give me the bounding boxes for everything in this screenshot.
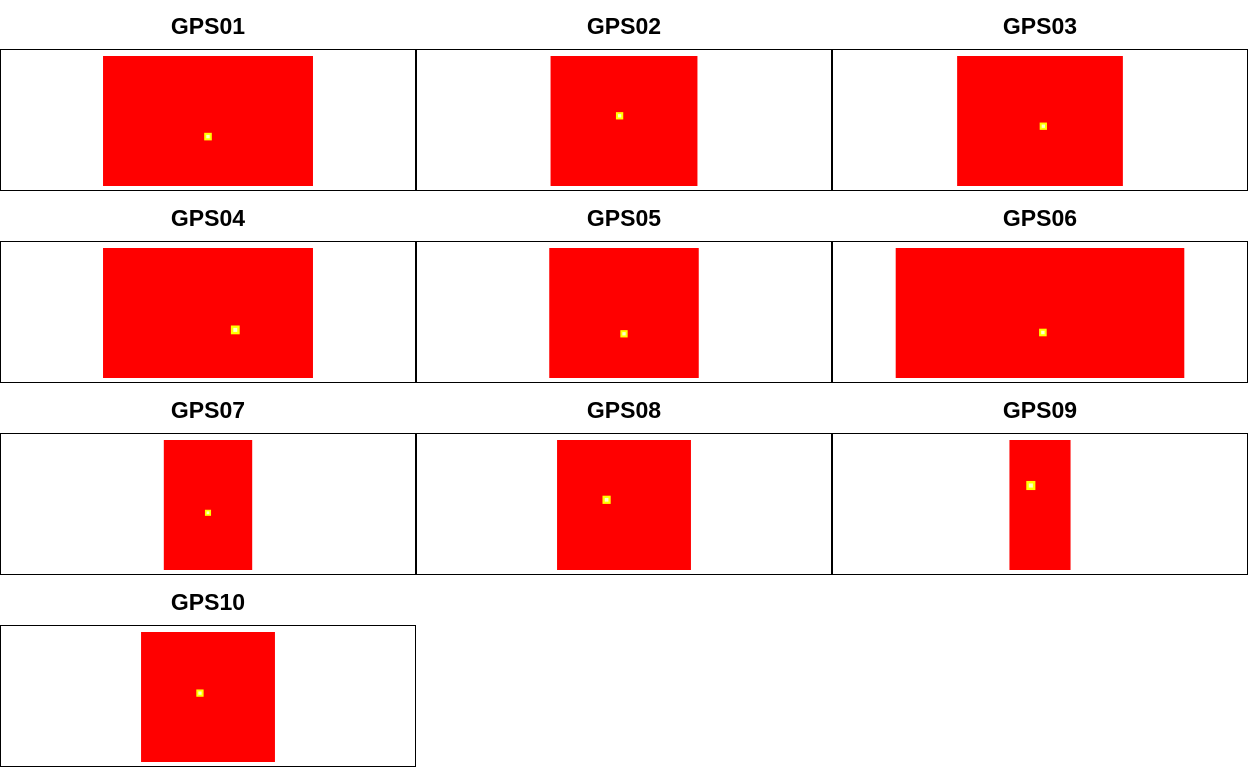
chart-title: GPS04: [170, 205, 246, 231]
hotspot-peak: [617, 114, 622, 118]
heatmap-area: [1009, 440, 1071, 570]
chart-title: GPS09: [1002, 397, 1078, 423]
hotspot-peak: [604, 497, 609, 502]
heatmap-area: [957, 56, 1123, 186]
chart-title: GPS02: [586, 13, 662, 39]
chart-panel: [832, 241, 1248, 383]
chart-panel: [0, 49, 416, 191]
chart-cell-2: GPS02: [416, 0, 832, 192]
chart-title: GPS08: [586, 397, 662, 423]
chart-cell-4: GPS04: [0, 192, 416, 384]
chart-panel: [0, 433, 416, 575]
chart-panel: [416, 49, 832, 191]
hotspot-peak: [1028, 483, 1033, 488]
chart-cell-1: GPS01: [0, 0, 416, 192]
heatmap-svg: [141, 632, 275, 762]
heatmap-svg: [550, 56, 698, 186]
chart-title: GPS05: [586, 205, 662, 231]
hotspot-peak: [233, 327, 238, 332]
heatmap-area: [103, 248, 313, 378]
heatmap-svg: [957, 56, 1123, 186]
heatmap-svg: [1009, 440, 1071, 570]
chart-panel: [416, 241, 832, 383]
chart-panel: [416, 433, 832, 575]
hotspot-peak: [206, 511, 210, 515]
heatmap-svg: [895, 248, 1185, 378]
chart-title: GPS07: [170, 397, 246, 423]
chart-panel: [832, 433, 1248, 575]
heatmap-area: [550, 56, 698, 186]
chart-cell-10: GPS10: [0, 576, 416, 768]
chart-panel: [0, 241, 416, 383]
heatmap-area: [557, 440, 691, 570]
chart-title: GPS03: [1002, 13, 1078, 39]
heatmap-area: [895, 248, 1185, 378]
heatmap-area: [549, 248, 699, 378]
hotspot-peak: [206, 134, 210, 139]
chart-panel: [832, 49, 1248, 191]
heatmap-svg: [557, 440, 691, 570]
hotspot-peak: [198, 691, 202, 695]
chart-cell-7: GPS07: [0, 384, 416, 576]
heatmap-svg: [103, 56, 313, 186]
hotspot-peak: [1041, 330, 1045, 335]
chart-title: GPS01: [170, 13, 246, 39]
chart-cell-5: GPS05: [416, 192, 832, 384]
chart-cell-3: GPS03: [832, 0, 1248, 192]
chart-cell-9: GPS09: [832, 384, 1248, 576]
chart-cell-6: GPS06: [832, 192, 1248, 384]
chart-title: GPS06: [1002, 205, 1078, 231]
hotspot-peak: [622, 332, 626, 336]
hotspot-peak: [1041, 124, 1045, 128]
chart-panel: [0, 625, 416, 767]
heatmap-svg: [549, 248, 699, 378]
heatmap-area: [103, 56, 313, 186]
heatmap-svg: [163, 440, 253, 570]
chart-cell-8: GPS08: [416, 384, 832, 576]
heatmap-area: [141, 632, 275, 762]
heatmap-svg: [103, 248, 313, 378]
heatmap-area: [163, 440, 253, 570]
chart-title: GPS10: [170, 589, 246, 615]
